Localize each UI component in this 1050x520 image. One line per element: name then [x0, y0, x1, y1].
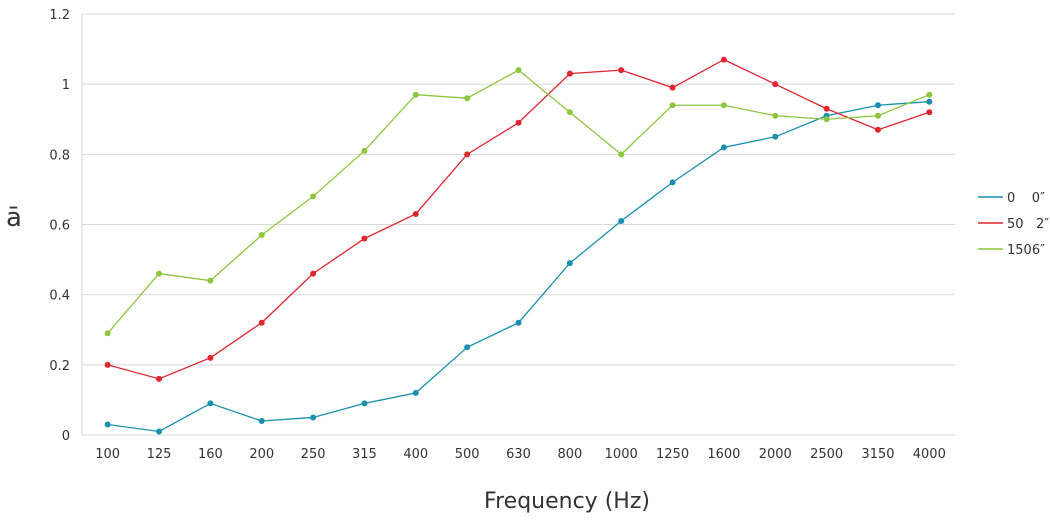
data-point: [258, 417, 265, 424]
x-tick-label: 160: [198, 447, 223, 462]
series-0: [104, 98, 933, 435]
data-point: [104, 361, 111, 368]
x-tick-label: 315: [352, 447, 377, 462]
series-line: [107, 58, 930, 380]
data-point: [823, 116, 830, 123]
data-point: [156, 270, 163, 277]
data-point: [874, 126, 881, 133]
y-tick-label: 0.8: [49, 148, 70, 163]
data-point: [618, 217, 625, 224]
y-tick-label: 1: [62, 78, 70, 93]
data-point: [412, 210, 419, 217]
data-point: [464, 344, 471, 351]
data-point: [207, 400, 214, 407]
legend-item: 50 2″: [978, 217, 1049, 232]
data-point: [412, 91, 419, 98]
data-point: [156, 375, 163, 382]
data-point: [156, 428, 163, 435]
y-tick-label: 0: [62, 429, 70, 444]
x-tick-label: 800: [557, 447, 582, 462]
x-tick-label: 3150: [861, 447, 894, 462]
x-axis-ticks: 100 125 160 200 250 315 400 500 630 800 1000 1250 16…: [95, 447, 946, 462]
data-point: [515, 319, 522, 326]
data-point: [207, 354, 214, 361]
data-point: [669, 102, 676, 109]
legend: 0 0″ 50 2″ 1506″: [978, 191, 1049, 258]
data-point: [926, 98, 933, 105]
data-point: [464, 95, 471, 102]
series-line: [107, 69, 930, 334]
series-lines: [104, 56, 933, 435]
data-point: [926, 109, 933, 116]
legend-label: 0 0″: [1007, 191, 1045, 206]
data-point: [772, 112, 779, 119]
x-axis-label: Frequency (Hz): [484, 489, 650, 514]
data-point: [207, 277, 214, 284]
x-tick-label: 1000: [605, 447, 638, 462]
data-point: [720, 102, 727, 109]
data-point: [258, 232, 265, 239]
y-tick-label: 1.2: [49, 8, 70, 23]
x-tick-label: 100: [95, 447, 120, 462]
x-tick-label: 125: [147, 447, 172, 462]
data-point: [104, 330, 111, 337]
data-point: [618, 67, 625, 74]
data-point: [874, 112, 881, 119]
series-1: [104, 56, 933, 382]
data-point: [566, 260, 573, 267]
y-tick-label: 0.6: [49, 219, 70, 234]
data-point: [772, 133, 779, 140]
data-point: [772, 81, 779, 88]
data-point: [926, 91, 933, 98]
x-tick-label: 2500: [810, 447, 843, 462]
x-tick-label: 400: [403, 447, 428, 462]
gridlines: [81, 13, 955, 436]
data-point: [823, 105, 830, 112]
x-tick-label: 500: [455, 447, 480, 462]
data-point: [618, 151, 625, 158]
legend-item: 0 0″: [978, 191, 1045, 206]
data-point: [104, 421, 111, 428]
data-point: [669, 179, 676, 186]
x-tick-label: 200: [249, 447, 274, 462]
data-point: [258, 319, 265, 326]
x-tick-label: 4000: [913, 447, 946, 462]
x-tick-label: 2000: [759, 447, 792, 462]
data-point: [464, 151, 471, 158]
data-point: [515, 67, 522, 74]
data-point: [310, 414, 317, 421]
series-line: [107, 101, 930, 433]
data-point: [310, 193, 317, 200]
data-point: [310, 270, 317, 277]
data-point: [361, 147, 368, 154]
y-tick-label: 0.4: [49, 289, 70, 304]
y-axis-ticks: 0 0.2 0.4 0.6 0.8 1 1.2: [49, 8, 70, 444]
data-point: [720, 144, 727, 151]
data-point: [669, 84, 676, 91]
x-tick-label: 250: [301, 447, 326, 462]
y-axis-label: ā: [6, 203, 22, 233]
data-point: [720, 56, 727, 63]
legend-label: 1506″: [1007, 243, 1045, 258]
data-point: [566, 70, 573, 77]
data-point: [412, 389, 419, 396]
series-2: [104, 67, 933, 337]
x-tick-label: 1600: [707, 447, 740, 462]
data-point: [874, 102, 881, 109]
x-tick-label: 630: [506, 447, 531, 462]
x-tick-label: 1250: [656, 447, 689, 462]
data-point: [566, 109, 573, 116]
data-point: [361, 400, 368, 407]
legend-label: 50 2″: [1007, 217, 1049, 232]
data-point: [515, 119, 522, 126]
data-point: [361, 235, 368, 242]
legend-item: 1506″: [978, 243, 1045, 258]
y-tick-label: 0.2: [49, 359, 70, 374]
